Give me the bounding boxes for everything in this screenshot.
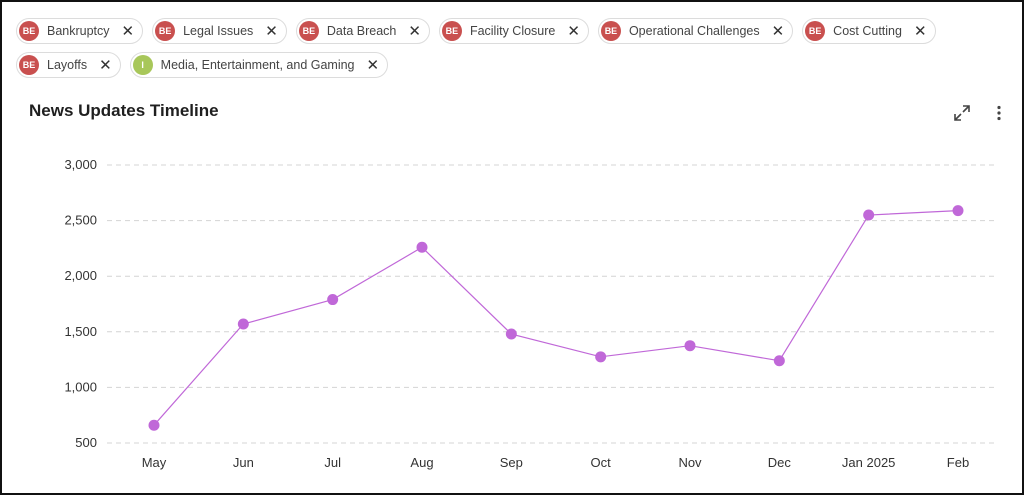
data-point [237, 318, 249, 330]
data-point [148, 419, 160, 431]
y-tick-label: 500 [75, 435, 97, 450]
data-point [595, 351, 607, 363]
y-tick-label: 1,500 [64, 324, 97, 339]
filter-chip[interactable]: BE Operational Challenges ✕ [597, 18, 794, 44]
more-vertical-icon[interactable] [991, 103, 1007, 123]
y-tick-label: 1,000 [64, 379, 97, 394]
chip-badge: BE [441, 21, 462, 41]
y-tick-label: 2,500 [64, 213, 97, 228]
chip-label: Bankruptcy [47, 24, 110, 38]
close-icon[interactable]: ✕ [913, 22, 927, 40]
data-point [416, 241, 428, 253]
data-point [863, 209, 875, 221]
close-icon[interactable]: ✕ [567, 22, 580, 40]
data-point [773, 355, 785, 367]
filter-chip[interactable]: BE Legal Issues ✕ [152, 18, 287, 44]
x-tick-label: Aug [410, 455, 433, 470]
filter-chip[interactable]: BE Layoffs ✕ [16, 52, 121, 78]
close-icon[interactable]: ✕ [265, 22, 278, 40]
y-tick-label: 2,000 [64, 268, 97, 283]
chip-badge: BE [805, 21, 826, 41]
x-tick-label: Jan 2025 [842, 455, 896, 470]
filter-chip[interactable]: BE Data Breach ✕ [295, 18, 430, 44]
chip-label: Cost Cutting [833, 24, 902, 38]
close-icon[interactable]: ✕ [366, 56, 380, 74]
line-chart: 500 1,000 1,500 2,000 2,500 3,000 May Jun Jul Aug… [64, 157, 997, 470]
close-icon[interactable]: ✕ [408, 22, 421, 40]
x-tick-label: Jun [233, 455, 254, 470]
filter-chip[interactable]: I Media, Entertainment, and Gaming ✕ [129, 52, 389, 78]
chip-badge: BE [155, 21, 176, 41]
x-tick-label: Sep [500, 455, 523, 470]
data-point [505, 328, 517, 340]
chip-label: Data Breach [326, 24, 397, 38]
filter-chip[interactable]: BE Facility Closure ✕ [438, 18, 589, 44]
chip-label: Operational Challenges [628, 24, 760, 38]
x-tick-label: May [142, 455, 167, 470]
chip-label: Facility Closure [469, 24, 556, 38]
data-point [952, 205, 964, 217]
chip-badge: BE [600, 21, 621, 41]
y-tick-label: 3,000 [64, 157, 97, 172]
x-tick-label: Jul [324, 455, 341, 470]
filter-chip[interactable]: BE Cost Cutting ✕ [802, 18, 936, 44]
close-icon[interactable]: ✕ [99, 56, 112, 74]
close-icon[interactable]: ✕ [771, 22, 785, 40]
filter-chips: BE Bankruptcy ✕ BE Legal Issues ✕ BE Data Breac… [16, 18, 1016, 78]
x-tick-label: Dec [768, 455, 792, 470]
chip-badge: BE [19, 55, 39, 75]
chip-badge: BE [298, 21, 319, 41]
chip-badge: I [132, 55, 153, 75]
x-tick-label: Feb [947, 455, 969, 470]
expand-icon[interactable] [952, 103, 972, 123]
chip-label: Layoffs [47, 58, 88, 72]
series-line [153, 209, 959, 426]
close-icon[interactable]: ✕ [121, 22, 135, 40]
x-tick-label: Nov [678, 455, 702, 470]
chip-label: Media, Entertainment, and Gaming [160, 58, 355, 72]
data-point [684, 340, 696, 352]
x-tick-label: Oct [591, 455, 612, 470]
chart-title: News Updates Timeline [29, 101, 219, 120]
data-point [327, 294, 339, 306]
filter-chip[interactable]: BE Bankruptcy ✕ [16, 18, 144, 44]
chip-badge: BE [19, 21, 39, 41]
chip-label: Legal Issues [183, 24, 254, 38]
